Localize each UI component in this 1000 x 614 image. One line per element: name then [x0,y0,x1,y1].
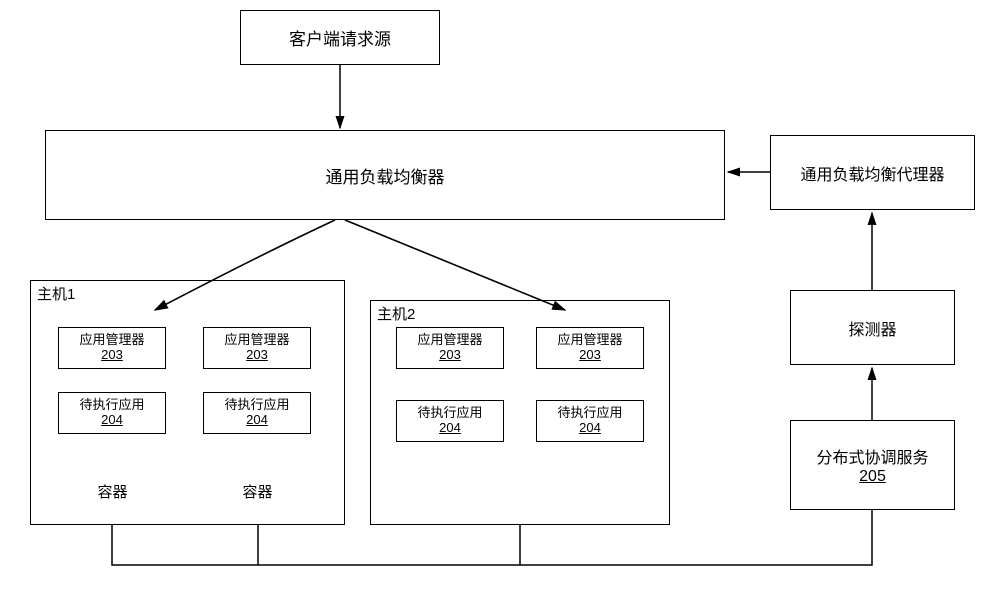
appmgr-num: 203 [246,348,268,363]
pending-num: 204 [101,413,123,428]
appmgr-label: 应用管理器 [79,333,144,348]
agent-label: 通用负载均衡代理器 [800,161,944,185]
h1c2-appmgr: 应用管理器 203 [203,327,311,369]
pending-label: 待执行应用 [417,406,482,421]
coord-num: 205 [859,468,886,486]
client-label: 客户端请求源 [289,25,391,50]
h2c1-pending: 待执行应用 204 [396,400,504,442]
container-label: 容器 [195,481,320,502]
client-box: 客户端请求源 [240,10,440,65]
pending-num: 204 [439,421,461,436]
appmgr-num: 203 [101,348,123,363]
edge-balancer-h2 [345,220,565,310]
coord-label: 分布式协调服务 [816,444,928,468]
appmgr-label: 应用管理器 [224,333,289,348]
h1c1-pending: 待执行应用 204 [58,392,166,434]
coord-box: 分布式协调服务 205 [790,420,955,510]
pending-label: 待执行应用 [224,398,289,413]
container-label: 容器 [50,481,175,502]
h1c2-pending: 待执行应用 204 [203,392,311,434]
h2c2-pending: 待执行应用 204 [536,400,644,442]
pending-label: 待执行应用 [79,398,144,413]
appmgr-num: 203 [439,348,461,363]
h1c1-appmgr: 应用管理器 203 [58,327,166,369]
pending-num: 204 [579,421,601,436]
host1-label: 主机1 [37,283,75,304]
pending-label: 待执行应用 [557,406,622,421]
appmgr-num: 203 [579,348,601,363]
detector-label: 探测器 [848,316,896,340]
appmgr-label: 应用管理器 [557,333,622,348]
detector-box: 探测器 [790,290,955,365]
agent-box: 通用负载均衡代理器 [770,135,975,210]
pending-num: 204 [246,413,268,428]
appmgr-label: 应用管理器 [417,333,482,348]
h2c1-appmgr: 应用管理器 203 [396,327,504,369]
balancer-label: 通用负载均衡器 [326,163,445,188]
balancer-box: 通用负载均衡器 [45,130,725,220]
h2c2-appmgr: 应用管理器 203 [536,327,644,369]
host2-label: 主机2 [377,303,415,324]
